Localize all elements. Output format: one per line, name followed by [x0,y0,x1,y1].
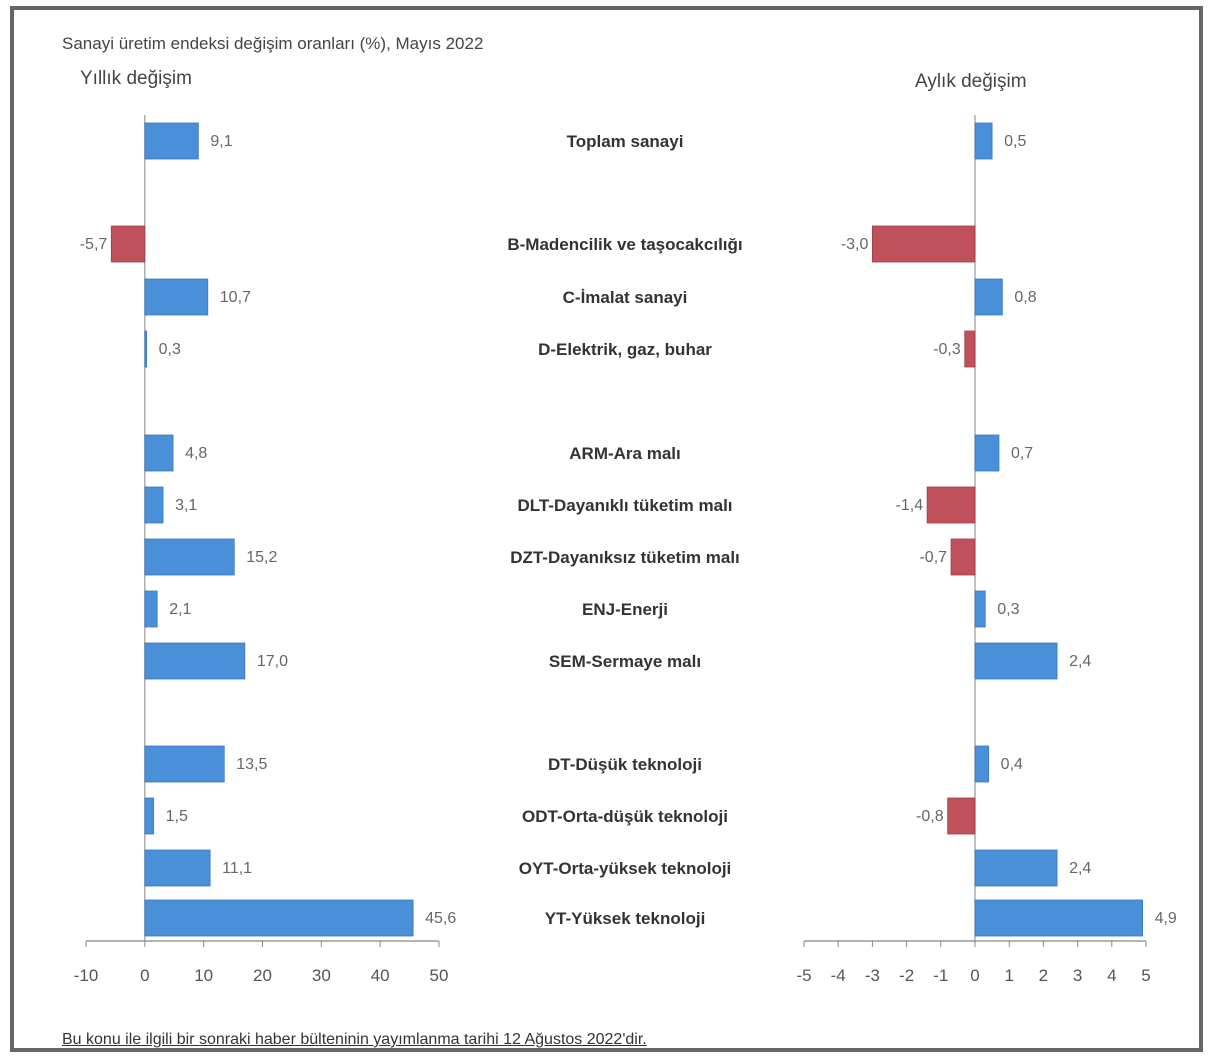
category-label: DLT-Dayanıklı tüketim malı [517,496,732,515]
category-label: C-İmalat sanayi [563,288,688,307]
monthly-value-label: -0,7 [919,549,947,566]
monthly-tick-label: -5 [796,966,811,985]
annual-value-label: 10,7 [220,289,251,306]
monthly-value-label: 0,5 [1004,133,1026,150]
monthly-tick-label: 5 [1141,966,1150,985]
annual-bar [144,642,246,680]
monthly-bar [974,745,990,783]
annual-value-label: 45,6 [425,910,456,927]
annual-bar [144,486,164,524]
monthly-value-label: 0,7 [1011,445,1033,462]
category-label: SEM-Sermaye malı [549,652,701,671]
monthly-bar [974,642,1058,680]
annual-bar [144,745,225,783]
annual-tick-label: 50 [430,966,449,985]
annual-value-label: 0,3 [159,341,181,358]
annual-value-label: 11,1 [222,860,252,877]
annual-value-label: 2,1 [169,601,191,618]
annual-value-label: 13,5 [236,756,267,773]
right-panel-title: Aylık değişim [915,71,1027,92]
monthly-tick-label: -2 [899,966,914,985]
annual-bar [144,122,199,160]
chart-title: Sanayi üretim endeksi değişim oranları (… [62,34,484,53]
monthly-bar [872,225,976,263]
monthly-value-label: 0,4 [1001,756,1023,773]
monthly-value-label: 0,8 [1014,289,1036,306]
annual-bar [144,849,211,887]
footer-note: Bu konu ile ilgili bir sonraki haber bül… [62,1031,647,1048]
monthly-tick-label: 1 [1004,966,1013,985]
monthly-tick-label: -4 [831,966,846,985]
category-label: ENJ-Enerji [582,600,668,619]
annual-bar [110,225,146,263]
monthly-bar [926,486,976,524]
monthly-tick-label: -3 [865,966,880,985]
monthly-value-label: 0,3 [997,601,1019,618]
annual-tick-label: 10 [194,966,213,985]
monthly-bar [974,122,993,160]
monthly-bar [964,330,976,368]
annual-value-label: 15,2 [246,549,277,566]
category-label: DT-Düşük teknoloji [548,755,702,774]
annual-value-label: 3,1 [175,497,197,514]
monthly-bar [947,797,976,835]
annual-value-label: 4,8 [185,445,207,462]
category-label: B-Madencilik ve taşocakcılığı [507,235,742,254]
monthly-tick-label: 4 [1107,966,1116,985]
annual-bar [144,330,147,368]
annual-bar [144,899,414,937]
category-label: ARM-Ara malı [569,444,680,463]
annual-bar [144,590,158,628]
annual-bar [144,434,174,472]
monthly-bar [974,899,1143,937]
category-label: Toplam sanayi [567,132,684,151]
monthly-value-label: -0,8 [916,808,944,825]
monthly-tick-label: 2 [1039,966,1048,985]
monthly-value-label: 4,9 [1155,910,1177,927]
monthly-value-label: -3,0 [841,236,869,253]
category-label: ODT-Orta-düşük teknoloji [522,807,728,826]
annual-tick-label: 20 [253,966,272,985]
monthly-bar [974,849,1058,887]
monthly-bar [974,278,1003,316]
annual-tick-label: 0 [140,966,149,985]
monthly-tick-label: 3 [1073,966,1082,985]
monthly-tick-label: -1 [933,966,948,985]
monthly-value-label: 2,4 [1069,653,1091,670]
annual-value-label: 1,5 [166,808,188,825]
category-label: DZT-Dayanıksız tüketim malı [510,548,740,567]
category-label: D-Elektrik, gaz, buhar [538,340,712,359]
annual-bar [144,797,155,835]
monthly-value-label: -0,3 [933,341,961,358]
annual-tick-label: 30 [312,966,331,985]
monthly-value-label: 2,4 [1069,860,1091,877]
category-label: OYT-Orta-yüksek teknoloji [519,859,732,878]
annual-value-label: 9,1 [210,133,232,150]
monthly-bar [950,538,976,576]
monthly-tick-label: 0 [970,966,979,985]
annual-tick-label: -10 [74,966,99,985]
chart-frame [10,6,1203,1052]
annual-bar [144,278,209,316]
left-panel-title: Yıllık değişim [80,68,192,89]
monthly-value-label: -1,4 [896,497,924,514]
monthly-bar [974,590,986,628]
annual-bar [144,538,235,576]
category-label: YT-Yüksek teknoloji [545,909,706,928]
annual-value-label: -5,7 [80,236,108,253]
annual-value-label: 17,0 [257,653,288,670]
monthly-bar [974,434,1000,472]
annual-tick-label: 40 [371,966,390,985]
